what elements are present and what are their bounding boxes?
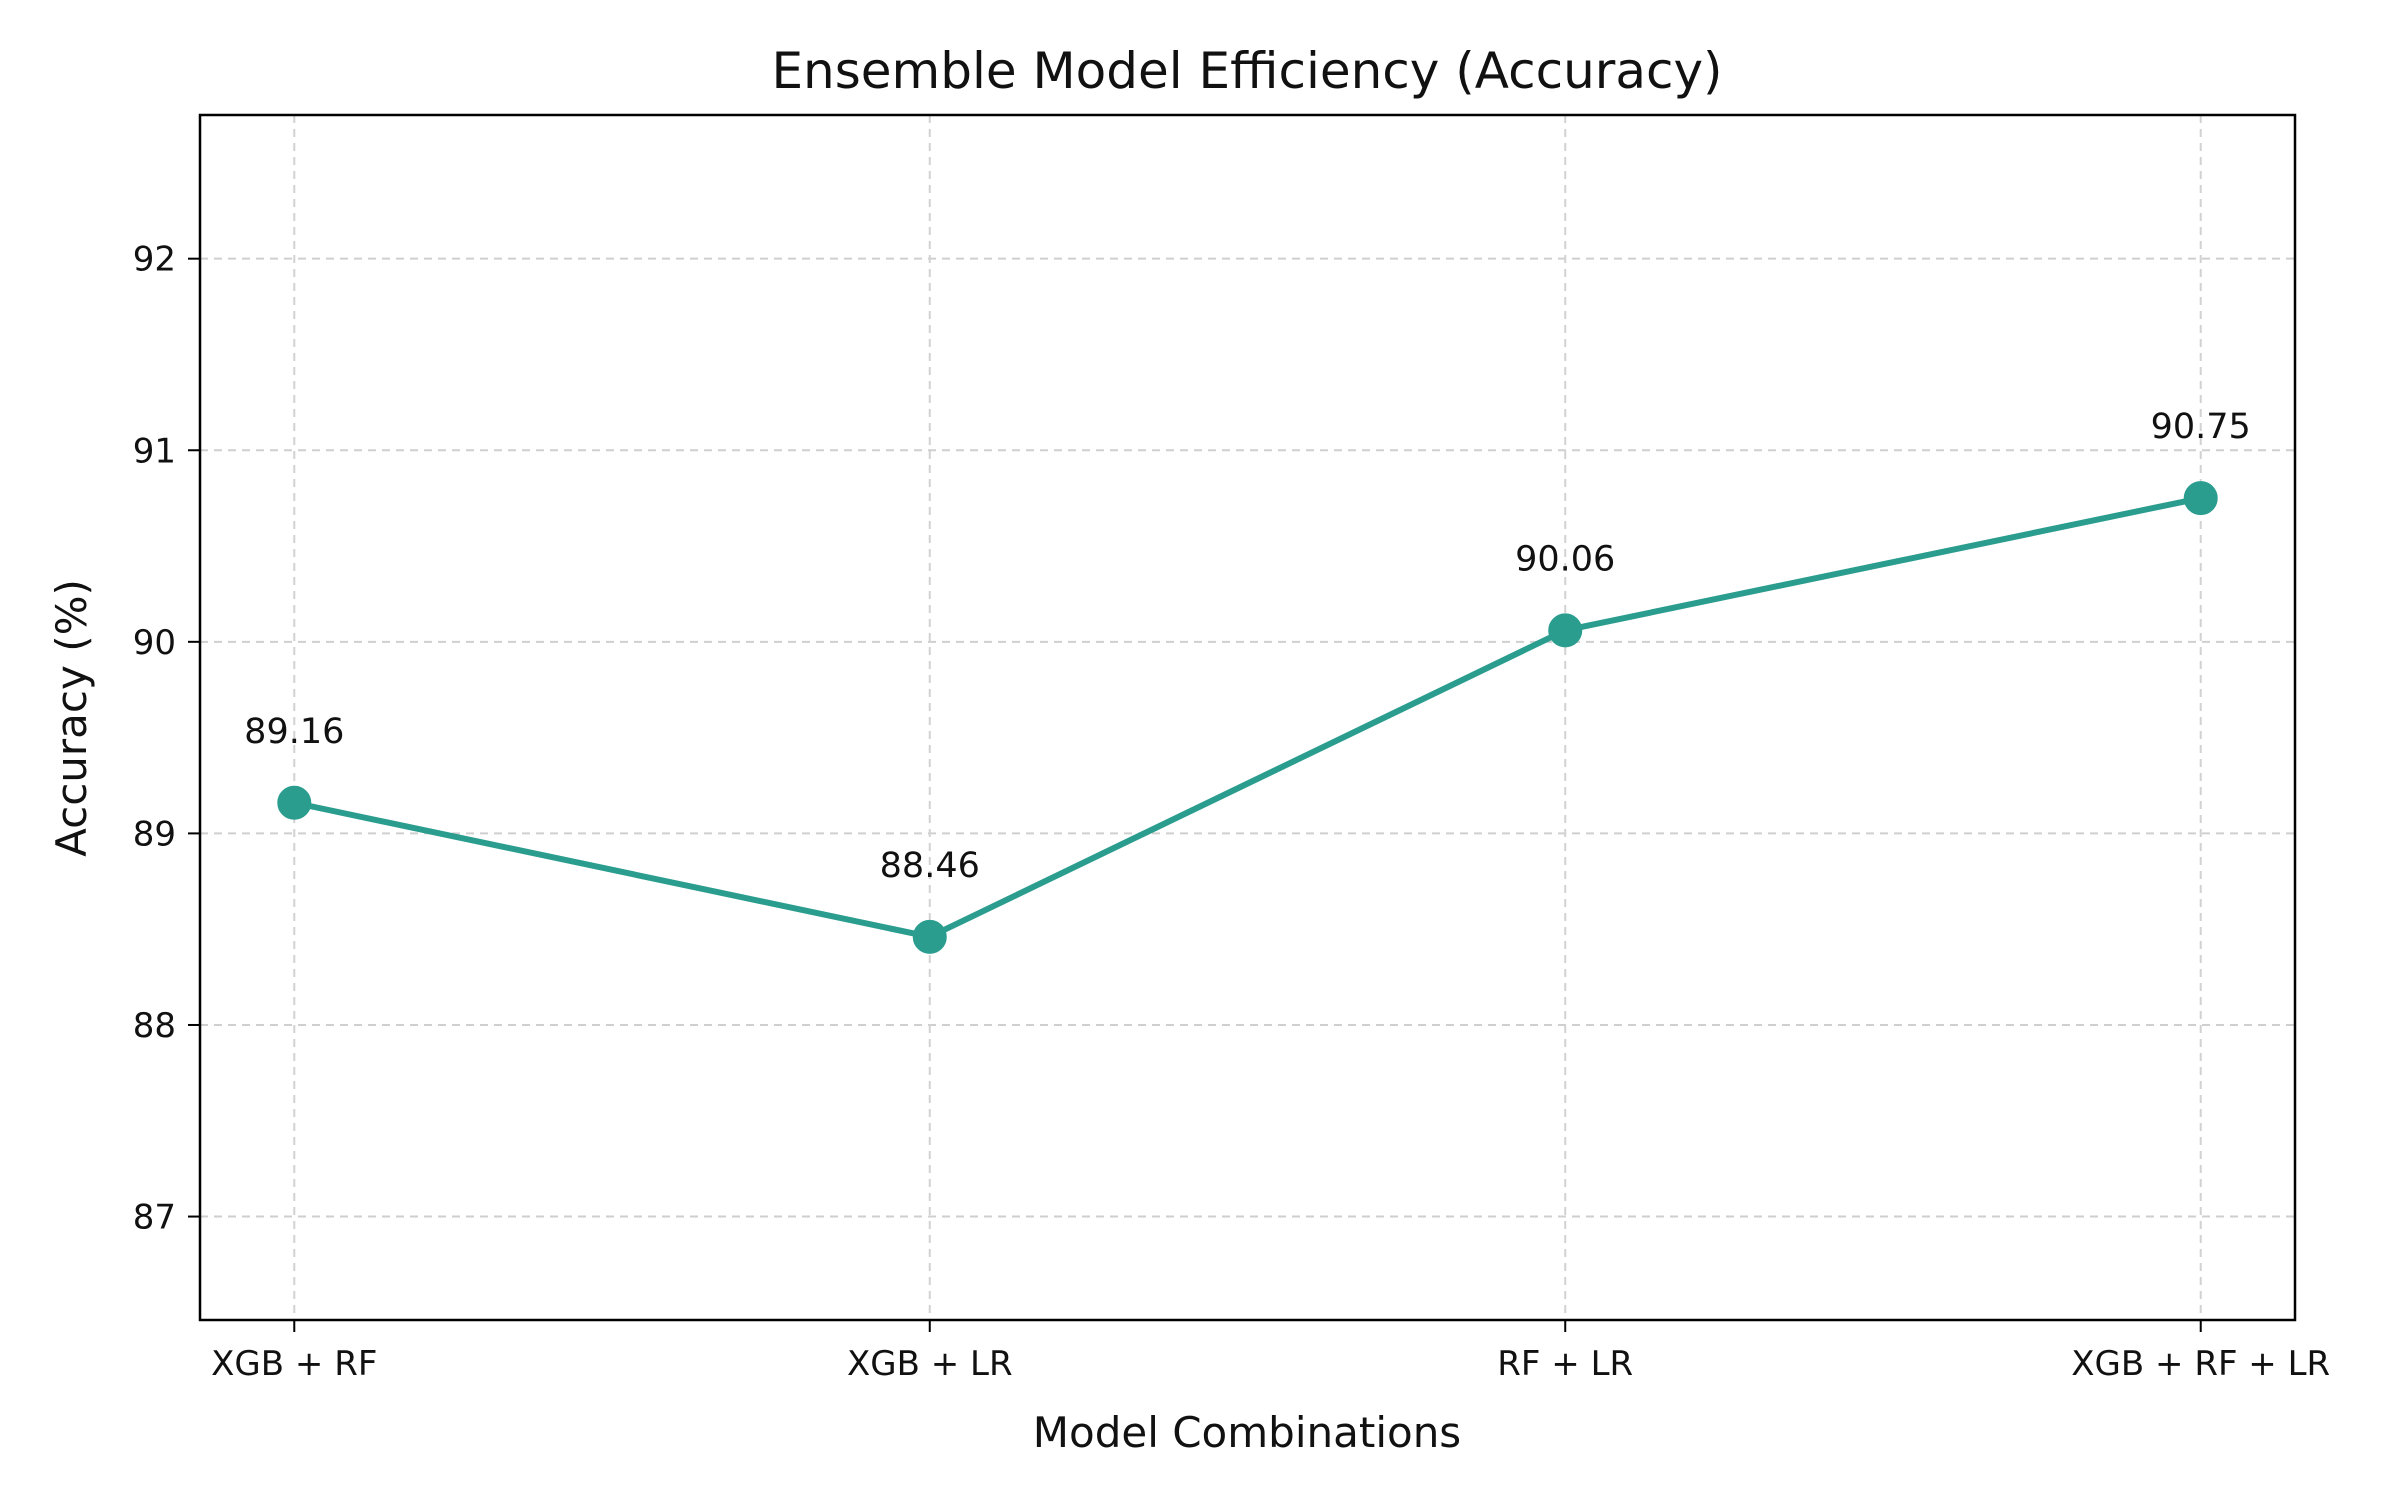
y-tick-label: 92 (133, 240, 176, 280)
x-tick-label: XGB + RF (211, 1344, 377, 1384)
data-point-marker (1548, 613, 1583, 648)
y-tick-label: 88 (133, 1006, 176, 1046)
data-point-marker (2183, 481, 2218, 516)
data-point-marker (912, 919, 947, 954)
accuracy-series-line (291, 495, 2204, 940)
data-value-label: 90.06 (1515, 539, 1615, 579)
y-tick-label: 90 (133, 623, 176, 663)
plot-frame (198, 113, 2297, 1322)
label-layer: 89.16 88.46 90.06 90.75 (244, 407, 2251, 886)
series-layer (277, 481, 2218, 954)
y-axis-label: Accuracy (%) (47, 579, 96, 857)
y-tick-label: 89 (133, 814, 176, 854)
chart-title: Ensemble Model Efficiency (Accuracy) (771, 42, 1722, 100)
y-tick-label: 91 (133, 431, 176, 471)
data-value-label: 90.75 (2151, 407, 2251, 447)
y-tick-label: 87 (133, 1198, 176, 1238)
axis-layer: 87 88 89 90 91 92 XGB + RF XGB + LR RF + LR XGB +… (133, 240, 2330, 1384)
x-tick-label: XGB + LR (847, 1344, 1013, 1384)
data-value-label: 89.16 (244, 712, 344, 752)
data-value-label: 88.46 (880, 846, 980, 886)
x-tick-label: XGB + RF + LR (2071, 1344, 2330, 1384)
x-axis-label: Model Combinations (1033, 1408, 1461, 1457)
data-point-marker (277, 785, 312, 820)
grid-layer (200, 115, 2295, 1320)
x-tick-label: RF + LR (1497, 1344, 1633, 1384)
